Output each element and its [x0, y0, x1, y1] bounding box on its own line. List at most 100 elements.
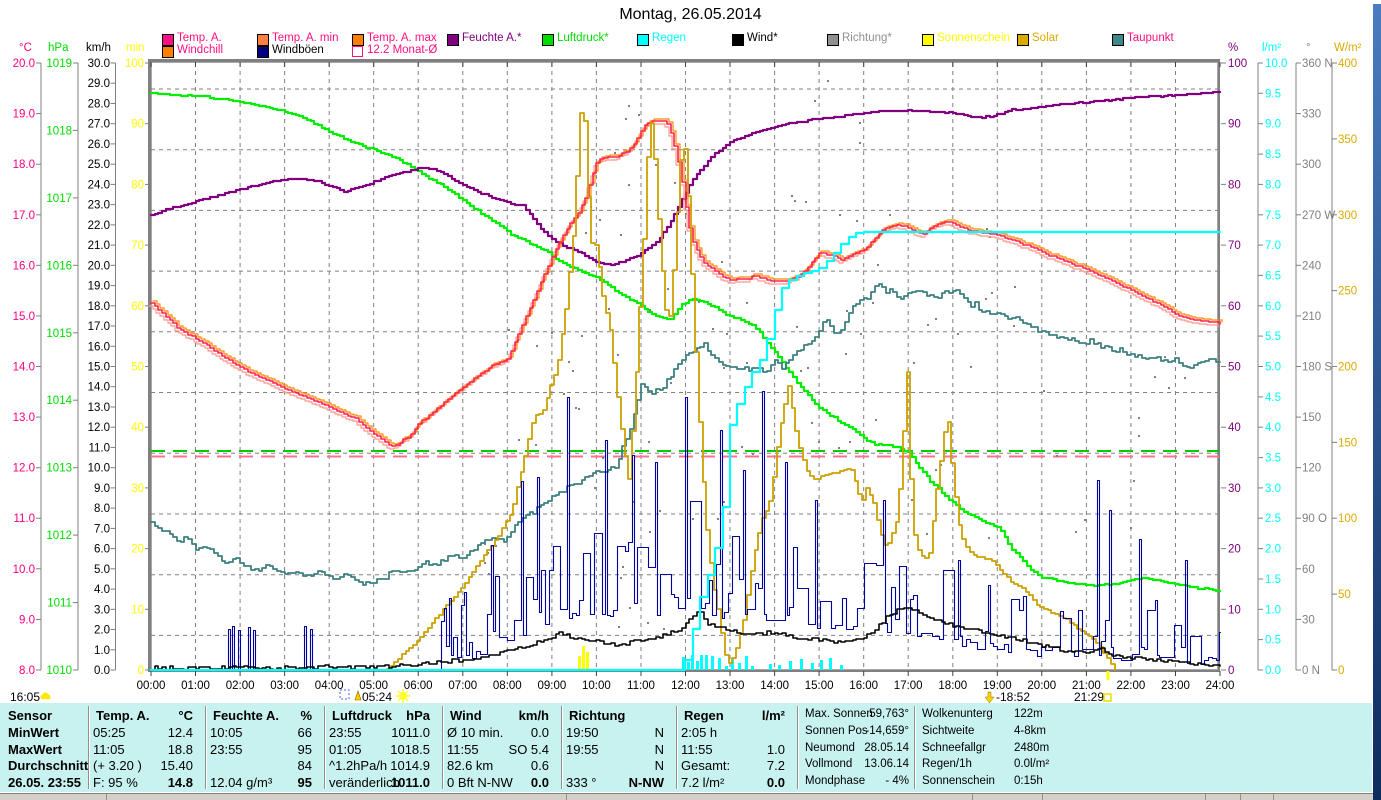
svg-text:50: 50 — [1228, 362, 1241, 374]
svg-text:26.0: 26.0 — [88, 139, 110, 151]
svg-text:3.0: 3.0 — [1265, 483, 1281, 495]
svg-text:10: 10 — [1228, 604, 1241, 616]
svg-text:09:00: 09:00 — [538, 680, 567, 692]
svg-text:1019: 1019 — [46, 58, 72, 70]
svg-text:30: 30 — [1228, 483, 1241, 495]
svg-text:06:00: 06:00 — [404, 680, 433, 692]
svg-text:12:00: 12:00 — [671, 680, 700, 692]
svg-text:240: 240 — [1302, 260, 1321, 272]
svg-text:60: 60 — [1228, 301, 1241, 313]
svg-text:210: 210 — [1302, 311, 1321, 323]
svg-text:9.0: 9.0 — [1265, 119, 1281, 131]
svg-text:05:00: 05:00 — [359, 680, 388, 692]
svg-text:km/h: km/h — [86, 42, 111, 54]
svg-text:17:00: 17:00 — [894, 680, 923, 692]
svg-text:7.5: 7.5 — [1265, 210, 1281, 222]
svg-text:08:00: 08:00 — [493, 680, 522, 692]
svg-text:20.0: 20.0 — [88, 260, 110, 272]
svg-text:150: 150 — [1338, 437, 1357, 449]
svg-text:1012: 1012 — [46, 530, 72, 542]
svg-text:19.0: 19.0 — [88, 281, 110, 293]
svg-text:1010: 1010 — [46, 665, 72, 677]
svg-text:16:00: 16:00 — [849, 680, 878, 692]
svg-text:1.0: 1.0 — [1265, 604, 1281, 616]
svg-text:350: 350 — [1338, 134, 1357, 146]
svg-text:0: 0 — [1338, 665, 1344, 677]
svg-text:5.0: 5.0 — [94, 564, 110, 576]
svg-text:10.0: 10.0 — [1265, 58, 1287, 70]
svg-text:0: 0 — [1228, 665, 1234, 677]
svg-text:40: 40 — [131, 422, 144, 434]
svg-text:15.0: 15.0 — [13, 311, 35, 323]
svg-text:5.0: 5.0 — [1265, 362, 1281, 374]
svg-text:min: min — [126, 42, 145, 54]
svg-text:70: 70 — [131, 240, 144, 252]
svg-text:11:00: 11:00 — [627, 680, 655, 692]
svg-text:250: 250 — [1338, 286, 1357, 298]
svg-text:24:00: 24:00 — [1206, 680, 1235, 692]
svg-text:180 S: 180 S — [1302, 362, 1332, 374]
svg-text:1013: 1013 — [46, 463, 72, 475]
svg-text:8.5: 8.5 — [1265, 149, 1281, 161]
svg-text:27.0: 27.0 — [88, 119, 110, 131]
svg-text:330: 330 — [1302, 109, 1321, 121]
svg-text:4.0: 4.0 — [94, 584, 110, 596]
svg-text:7.0: 7.0 — [94, 523, 110, 535]
svg-text:30: 30 — [1302, 614, 1315, 626]
svg-text:9.5: 9.5 — [1265, 88, 1281, 100]
svg-text:16.0: 16.0 — [88, 341, 110, 353]
svg-text:70: 70 — [1228, 240, 1241, 252]
svg-text:04:00: 04:00 — [315, 680, 344, 692]
svg-text:22:00: 22:00 — [1117, 680, 1146, 692]
svg-text:4.5: 4.5 — [1265, 392, 1281, 404]
svg-text:24.0: 24.0 — [88, 179, 110, 191]
svg-text:0: 0 — [138, 665, 144, 677]
svg-text:1017: 1017 — [46, 193, 72, 205]
svg-text:21.0: 21.0 — [88, 240, 110, 252]
svg-text:100: 100 — [125, 58, 144, 70]
svg-text:11.0: 11.0 — [88, 442, 110, 454]
svg-text:11.0: 11.0 — [13, 513, 35, 525]
svg-text:14:00: 14:00 — [760, 680, 789, 692]
svg-text:1016: 1016 — [46, 260, 72, 272]
svg-text:6.0: 6.0 — [94, 544, 110, 556]
svg-text:0.5: 0.5 — [1265, 635, 1281, 647]
svg-text:9.0: 9.0 — [94, 483, 110, 495]
svg-text:10.0: 10.0 — [13, 564, 35, 576]
svg-text:13:00: 13:00 — [716, 680, 745, 692]
svg-text:90 O: 90 O — [1302, 513, 1327, 525]
svg-text:01:00: 01:00 — [181, 680, 210, 692]
svg-text:3.0: 3.0 — [94, 604, 110, 616]
svg-text:2.0: 2.0 — [94, 625, 110, 637]
svg-text:13.0: 13.0 — [88, 402, 110, 414]
svg-text:90: 90 — [1228, 119, 1241, 131]
svg-text:10: 10 — [131, 604, 144, 616]
svg-text:18.0: 18.0 — [88, 301, 110, 313]
svg-text:l/m²: l/m² — [1262, 42, 1281, 54]
svg-text:4.0: 4.0 — [1265, 422, 1281, 434]
svg-text:3.5: 3.5 — [1265, 453, 1281, 465]
svg-text:22.0: 22.0 — [88, 220, 110, 232]
svg-text:8.0: 8.0 — [1265, 179, 1281, 191]
svg-text:8.0: 8.0 — [19, 665, 35, 677]
svg-text:23:00: 23:00 — [1161, 680, 1190, 692]
svg-text:29.0: 29.0 — [88, 78, 110, 90]
svg-text:19:00: 19:00 — [983, 680, 1012, 692]
svg-text:W/m²: W/m² — [1334, 42, 1362, 54]
svg-text:200: 200 — [1338, 362, 1357, 374]
svg-text:30: 30 — [131, 483, 144, 495]
svg-text:90: 90 — [131, 119, 144, 131]
svg-text:1011: 1011 — [47, 598, 72, 610]
svg-text:0.0: 0.0 — [1265, 665, 1281, 677]
svg-text:17.0: 17.0 — [88, 321, 110, 333]
svg-text:13.0: 13.0 — [13, 412, 35, 424]
svg-text:80: 80 — [131, 179, 144, 191]
svg-text:20:00: 20:00 — [1027, 680, 1056, 692]
svg-text:10:00: 10:00 — [582, 680, 611, 692]
svg-text:14.0: 14.0 — [88, 382, 110, 394]
svg-text:28.0: 28.0 — [88, 99, 110, 111]
svg-text:8.0: 8.0 — [94, 503, 110, 515]
svg-text:°C: °C — [19, 42, 32, 54]
svg-text:%: % — [1228, 42, 1238, 54]
svg-text:9.0: 9.0 — [19, 614, 35, 626]
